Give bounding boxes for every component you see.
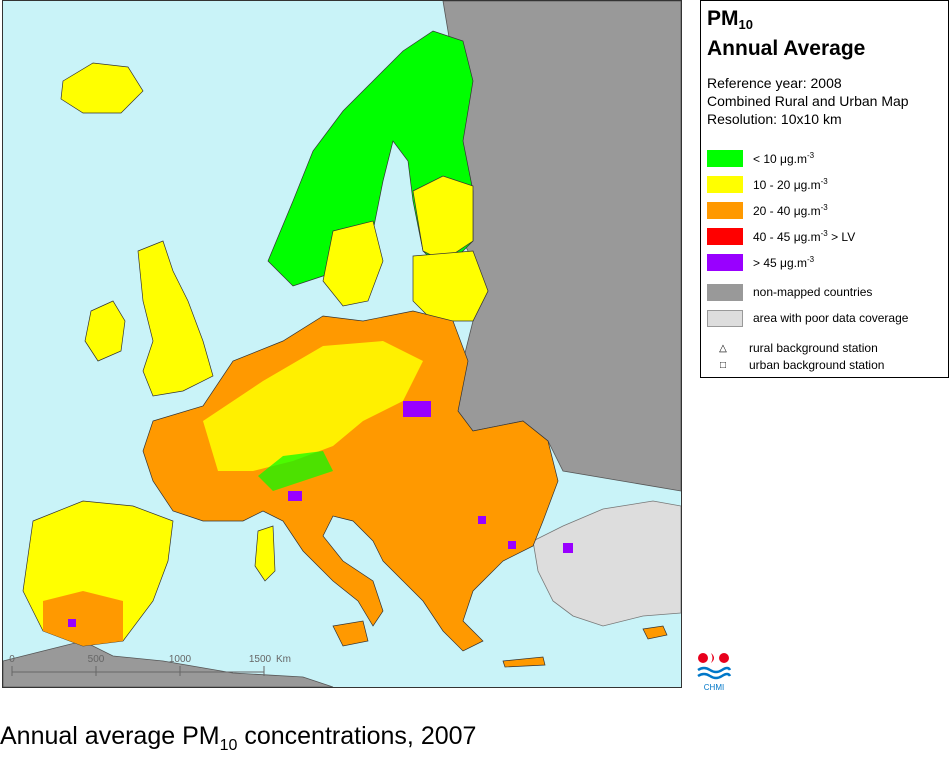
sardinia-corsica [254, 525, 276, 582]
baltics [412, 250, 489, 322]
caption-text: Annual average PM [0, 722, 220, 750]
iberia-orange-south [43, 591, 123, 646]
legend-swatch [707, 201, 743, 219]
legend-swatch [707, 175, 743, 193]
scale-tick-0: 0 [9, 654, 15, 665]
non-mapped-africa [3, 640, 334, 687]
legend-station-urban: □ urban background station [717, 358, 884, 372]
non-mapped-east [442, 1, 681, 492]
legend-info-resolution: Resolution: 10x10 km [707, 111, 842, 127]
map-canvas [3, 1, 681, 687]
legend-swatch [707, 283, 743, 301]
crete [502, 656, 546, 668]
legend-swatch [707, 149, 743, 167]
legend-class-label: > 45 μg.m-3 [753, 254, 815, 270]
legend-area-label: non-mapped countries [753, 285, 873, 299]
legend-class-label: 40 - 45 μg.m-3 > LV [753, 228, 856, 244]
legend-title-sub: 10 [738, 17, 753, 32]
legend-station-rural: △ rural background station [717, 341, 878, 355]
legend-info-reference-year: Reference year: 2008 [707, 75, 842, 91]
legend-swatch [707, 253, 743, 271]
poor-coverage-turkey [532, 500, 681, 627]
chmi-logo: CHMI [694, 650, 734, 694]
finland-south [412, 175, 474, 262]
sweden-south [322, 220, 384, 307]
hotspots [68, 401, 573, 627]
legend-info-map-type: Combined Rural and Urban Map [707, 93, 909, 109]
legend-title-main: PM [707, 7, 739, 30]
legend-swatch [707, 309, 743, 327]
legend-class-label: 10 - 20 μg.m-3 [753, 176, 828, 192]
scale-tick-1500: 1500 [249, 654, 272, 665]
legend-area-label: area with poor data coverage [753, 311, 909, 325]
caption-subscript: 10 [219, 737, 238, 754]
central-yellow [203, 341, 423, 471]
legend-area-poor-coverage: area with poor data coverage [707, 309, 908, 327]
legend-station-label: rural background station [749, 341, 878, 355]
legend-title: PM10 Annual Average [707, 7, 865, 61]
rural-station-icon: △ [719, 342, 727, 354]
great-britain [137, 240, 214, 397]
alps [258, 451, 333, 491]
legend-class-1: < 10 μg.m-3 [707, 149, 814, 167]
legend-title-line2: Annual Average [707, 37, 866, 60]
scale-tick-500: 500 [88, 654, 105, 665]
sicily [332, 620, 369, 647]
caption-text-end: concentrations, 2007 [237, 722, 477, 750]
legend-class-label: < 10 μg.m-3 [753, 150, 815, 166]
legend-class-2: 10 - 20 μg.m-3 [707, 175, 828, 193]
scale-unit: Km [276, 654, 291, 665]
scale-bar: 0 500 1000 1500 Km [8, 648, 298, 682]
ireland [84, 300, 126, 362]
pm10-map [2, 0, 682, 688]
figure-caption: Annual average PM10 concentrations, 2007 [0, 720, 476, 762]
legend-area-non-mapped: non-mapped countries [707, 283, 872, 301]
legend-swatch [707, 227, 743, 245]
scale-tick-1000: 1000 [169, 654, 192, 665]
chmi-logo-text: CHMI [704, 683, 724, 692]
cyprus [642, 625, 668, 640]
legend-class-3: 20 - 40 μg.m-3 [707, 201, 828, 219]
legend-class-4: 40 - 45 μg.m-3 > LV [707, 227, 855, 245]
iceland [60, 62, 144, 114]
urban-station-icon: □ [719, 359, 727, 371]
map-legend: PM10 Annual Average Reference year: 2008… [700, 0, 949, 378]
legend-info: Reference year: 2008 Combined Rural and … [707, 74, 909, 128]
scale-bar-graphic: 0 500 1000 1500 Km [9, 654, 291, 676]
legend-class-label: 20 - 40 μg.m-3 [753, 202, 828, 218]
chmi-logo-icon: CHMI [697, 653, 732, 692]
legend-station-label: urban background station [749, 358, 885, 372]
legend-class-5: > 45 μg.m-3 [707, 253, 814, 271]
